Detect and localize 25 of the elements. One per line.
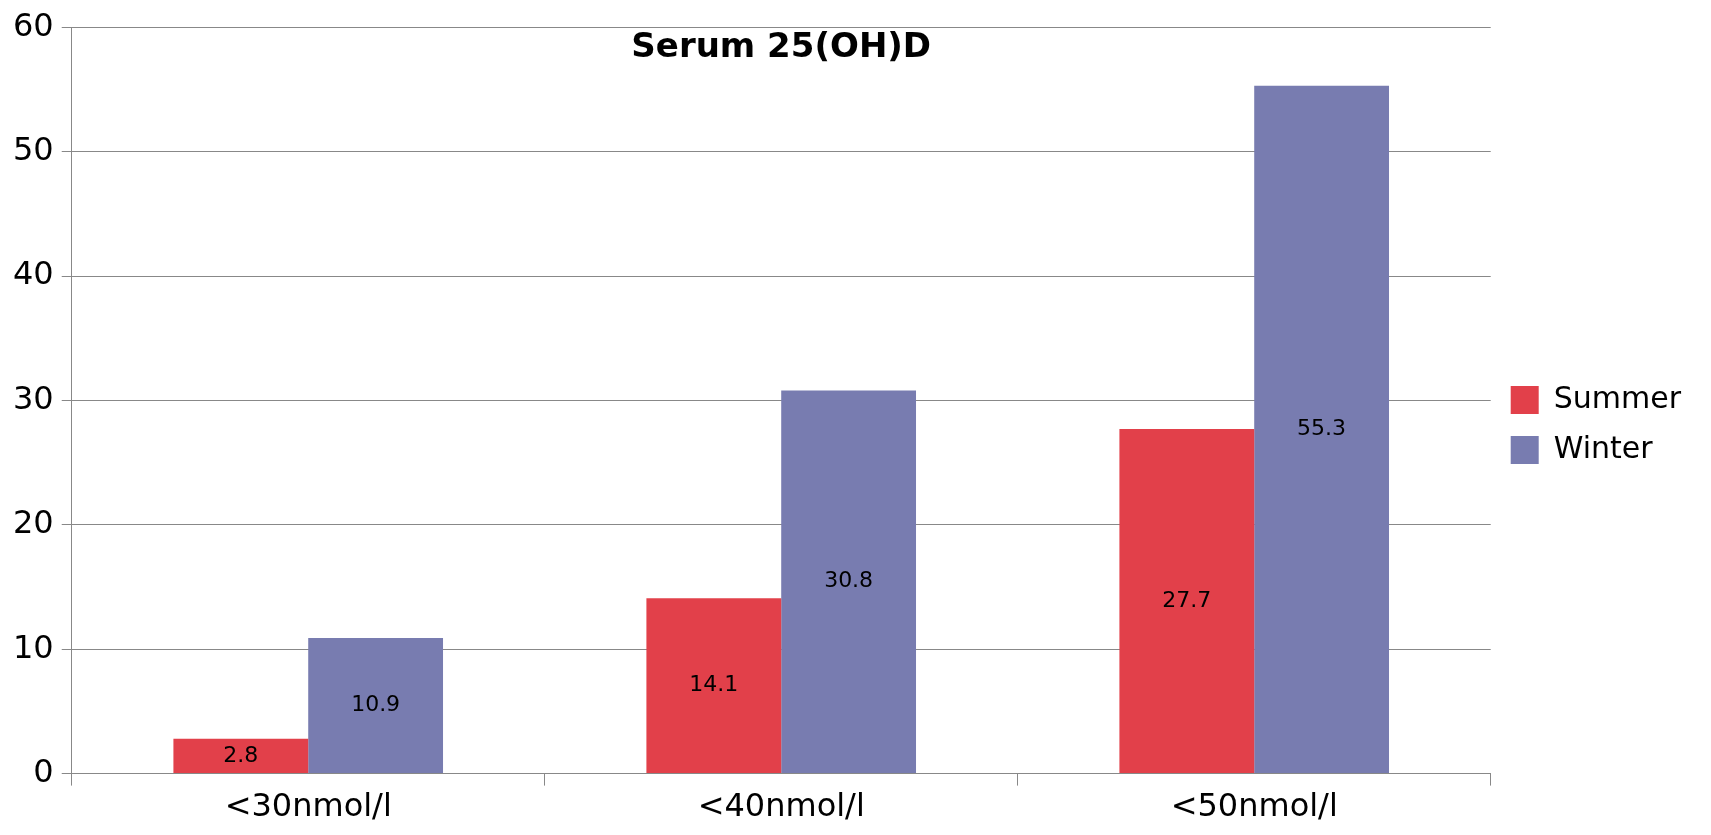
x-tick-label: <30nmol/l — [224, 786, 392, 825]
legend-label: Summer — [1553, 379, 1682, 415]
y-tick-label: 60 — [13, 5, 54, 44]
data-label: 27.7 — [1162, 586, 1212, 612]
bar — [1254, 85, 1390, 774]
legend-label: Winter — [1553, 429, 1654, 465]
data-label: 14.1 — [689, 671, 739, 697]
bar — [781, 390, 917, 774]
x-tick-label: <40nmol/l — [697, 786, 865, 825]
y-tick-label: 50 — [13, 129, 54, 168]
bar — [173, 738, 309, 774]
y-tick-label: 0 — [33, 751, 54, 790]
bar — [646, 598, 782, 774]
chart-title: Serum 25(OH)D — [631, 25, 932, 66]
y-tick-label: 40 — [13, 254, 54, 293]
x-tick-label: <50nmol/l — [1170, 786, 1338, 825]
y-tick-label: 20 — [13, 503, 54, 542]
bar — [1119, 429, 1255, 774]
y-tick-label: 10 — [13, 627, 54, 666]
data-label: 55.3 — [1297, 415, 1347, 441]
bar — [308, 638, 444, 774]
y-tick-label: 30 — [13, 378, 54, 417]
data-label: 30.8 — [824, 567, 874, 593]
data-label: 2.8 — [223, 741, 259, 767]
data-label: 10.9 — [351, 691, 401, 717]
